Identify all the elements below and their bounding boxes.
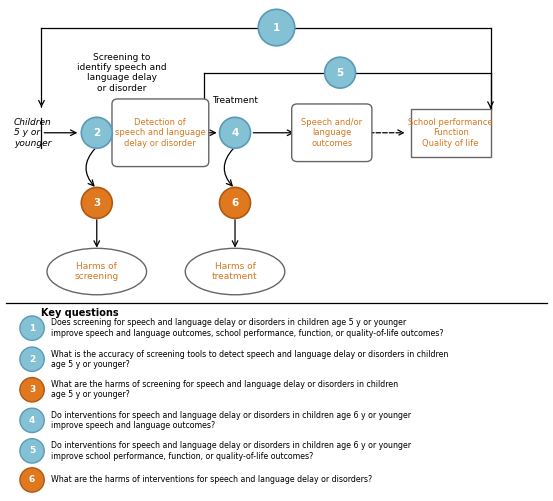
Ellipse shape	[20, 316, 44, 340]
Text: Do interventions for speech and language delay or disorders in children age 6 y : Do interventions for speech and language…	[51, 411, 411, 430]
Ellipse shape	[258, 10, 295, 46]
Ellipse shape	[20, 347, 44, 371]
FancyBboxPatch shape	[292, 104, 372, 161]
Text: Key questions: Key questions	[41, 308, 119, 318]
Text: Speech and/or
language
outcomes: Speech and/or language outcomes	[301, 118, 362, 148]
FancyBboxPatch shape	[410, 109, 491, 157]
Text: School performance
Function
Quality of life: School performance Function Quality of l…	[408, 118, 493, 148]
Text: Children
5 y or
younger: Children 5 y or younger	[14, 118, 51, 148]
Text: 6: 6	[231, 198, 239, 208]
Text: Detection of
speech and language
delay or disorder: Detection of speech and language delay o…	[115, 118, 206, 148]
Text: What is the accuracy of screening tools to detect speech and language delay or d: What is the accuracy of screening tools …	[51, 350, 448, 369]
Text: 2: 2	[29, 355, 35, 364]
Text: Harms of
treatment: Harms of treatment	[212, 262, 258, 281]
Text: Do interventions for speech and language delay or disorders in children age 6 y : Do interventions for speech and language…	[51, 441, 411, 460]
FancyBboxPatch shape	[112, 99, 208, 166]
Ellipse shape	[20, 439, 44, 463]
Ellipse shape	[47, 248, 147, 295]
Text: What are the harms of screening for speech and language delay or disorders in ch: What are the harms of screening for spee…	[51, 380, 398, 399]
Text: 6: 6	[29, 475, 35, 484]
Ellipse shape	[20, 468, 44, 492]
Text: Screening to
identify speech and
language delay
or disorder: Screening to identify speech and languag…	[77, 53, 166, 93]
Text: 3: 3	[29, 385, 35, 394]
Text: 4: 4	[231, 128, 239, 138]
Text: 4: 4	[29, 416, 35, 425]
Text: 5: 5	[336, 68, 344, 78]
Ellipse shape	[220, 187, 251, 218]
Text: 2: 2	[93, 128, 101, 138]
Ellipse shape	[20, 408, 44, 432]
Ellipse shape	[325, 57, 356, 88]
Text: What are the harms of interventions for speech and language delay or disorders?: What are the harms of interventions for …	[51, 475, 372, 484]
Ellipse shape	[81, 117, 112, 148]
Text: Treatment: Treatment	[212, 96, 258, 105]
Text: 3: 3	[93, 198, 101, 208]
Ellipse shape	[185, 248, 285, 295]
Text: Harms of
screening: Harms of screening	[75, 262, 119, 281]
Ellipse shape	[81, 187, 112, 218]
Text: 1: 1	[29, 324, 35, 333]
Ellipse shape	[20, 378, 44, 402]
Text: 1: 1	[273, 23, 280, 33]
Text: 5: 5	[29, 446, 35, 455]
Text: Does screening for speech and language delay or disorders in children age 5 y or: Does screening for speech and language d…	[51, 319, 444, 338]
Ellipse shape	[220, 117, 251, 148]
